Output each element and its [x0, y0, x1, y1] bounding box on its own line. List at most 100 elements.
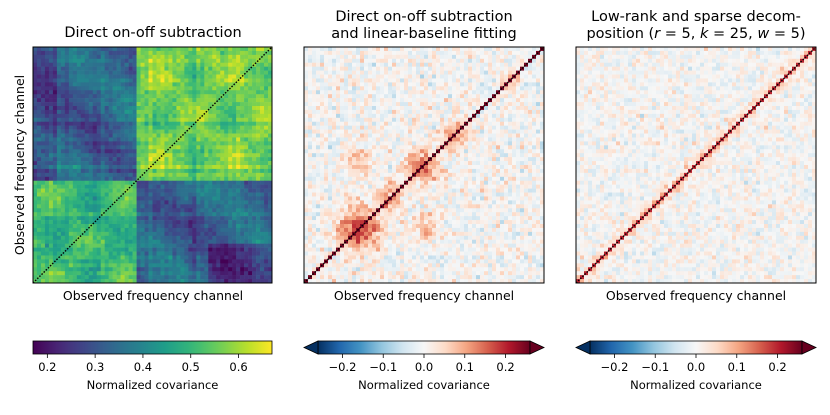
heatmap-cell: [156, 47, 161, 52]
heatmap-cell: [372, 86, 377, 91]
heatmap-cell: [252, 62, 257, 67]
heatmap-cell: [532, 109, 537, 115]
heatmap-cell: [248, 70, 253, 75]
heatmap-cell: [200, 70, 205, 75]
heatmap-cell: [264, 231, 269, 237]
heatmap-cell: [68, 129, 74, 134]
heatmap-cell: [112, 50, 117, 56]
heatmap-cell: [336, 125, 341, 130]
heatmap-cell: [356, 90, 361, 95]
heatmap-cell: [208, 243, 213, 248]
heatmap-cell: [408, 74, 413, 79]
heatmap-cell: [33, 125, 38, 130]
heatmap-cell: [236, 125, 241, 130]
heatmap-cell: [532, 82, 537, 87]
heatmap-cell: [212, 47, 217, 52]
heatmap-cell: [488, 47, 493, 52]
heatmap-cell: [168, 208, 173, 213]
heatmap-cell: [140, 279, 145, 284]
heatmap-cell: [368, 94, 373, 99]
heatmap-cell: [80, 239, 86, 244]
heatmap-cell: [428, 54, 433, 60]
heatmap-cell: [336, 47, 341, 52]
heatmap-cell: [144, 212, 149, 217]
heatmap-cell: [44, 98, 50, 103]
heatmap-cell: [108, 113, 113, 119]
heatmap-cell: [216, 220, 221, 225]
heatmap-cell: [124, 141, 129, 146]
heatmap-cell: [168, 78, 173, 83]
heatmap-cell: [33, 267, 38, 272]
heatmap-cell: [160, 102, 165, 107]
heatmap-cell: [264, 157, 269, 162]
heatmap-cell: [156, 224, 161, 229]
heatmap-cell: [100, 145, 105, 150]
heatmap-cell: [396, 94, 401, 99]
heatmap-cell: [180, 243, 185, 248]
heatmap-cell: [36, 208, 42, 213]
heatmap-cell: [48, 251, 54, 256]
heatmap-cell: [224, 129, 229, 134]
heatmap-cell: [304, 90, 309, 95]
heatmap-cell: [220, 125, 225, 130]
heatmap-cell: [176, 271, 181, 276]
heatmap-cell: [228, 66, 233, 71]
heatmap-cell: [36, 251, 42, 256]
heatmap-cell: [500, 121, 505, 126]
heatmap-cell: [412, 102, 417, 107]
heatmap-cell: [56, 149, 62, 154]
heatmap-cell: [68, 259, 74, 264]
heatmap-cell: [156, 279, 161, 284]
heatmap-cell: [48, 54, 54, 60]
heatmap-cell: [256, 109, 261, 115]
heatmap-cell: [516, 47, 521, 52]
heatmap-cell: [388, 129, 393, 134]
heatmap-cell: [328, 113, 333, 119]
heatmap-cell: [504, 98, 509, 103]
heatmap-cell: [432, 121, 437, 126]
heatmap-cell: [268, 216, 273, 221]
heatmap-cell: [160, 180, 165, 185]
heatmap-cell: [260, 184, 265, 189]
heatmap-cell: [128, 78, 133, 83]
heatmap-cell: [252, 168, 257, 174]
heatmap-cell: [340, 90, 345, 95]
heatmap-cell: [96, 109, 102, 115]
heatmap-cell: [64, 192, 70, 197]
heatmap-cell: [528, 133, 533, 138]
heatmap-cell: [384, 66, 389, 71]
heatmap-cell: [76, 133, 82, 138]
heatmap-cell: [136, 188, 141, 193]
heatmap-cell: [360, 54, 365, 60]
heatmap-cell: [240, 94, 245, 99]
heatmap-cell: [152, 263, 157, 268]
heatmap-cell: [148, 149, 153, 154]
heatmap-cell: [212, 145, 217, 150]
heatmap-cell: [248, 235, 253, 241]
heatmap-cell: [164, 279, 169, 284]
heatmap-cell: [352, 129, 357, 134]
heatmap-cell: [188, 192, 193, 197]
heatmap-cell: [164, 74, 169, 79]
heatmap-cell: [416, 109, 421, 115]
heatmap-cell: [228, 161, 233, 166]
heatmap-cell: [196, 109, 201, 115]
heatmap-cell: [192, 70, 197, 75]
heatmap-cell: [260, 70, 265, 75]
heatmap-cell: [240, 106, 245, 111]
heatmap-cell: [96, 133, 102, 138]
heatmap-cell: [160, 200, 165, 205]
heatmap-cell: [244, 172, 249, 178]
heatmap-cell: [176, 227, 181, 233]
heatmap-cell: [268, 58, 273, 64]
heatmap-cell: [156, 98, 161, 103]
heatmap-cell: [248, 153, 253, 158]
heatmap-cell: [256, 279, 261, 284]
heatmap-cell: [196, 239, 201, 244]
heatmap-cell: [204, 220, 209, 225]
heatmap-cell: [432, 47, 437, 52]
heatmap-cell: [404, 50, 409, 56]
heatmap-cell: [412, 125, 417, 130]
heatmap-cell: [452, 50, 457, 56]
heatmap-cell: [88, 192, 94, 197]
